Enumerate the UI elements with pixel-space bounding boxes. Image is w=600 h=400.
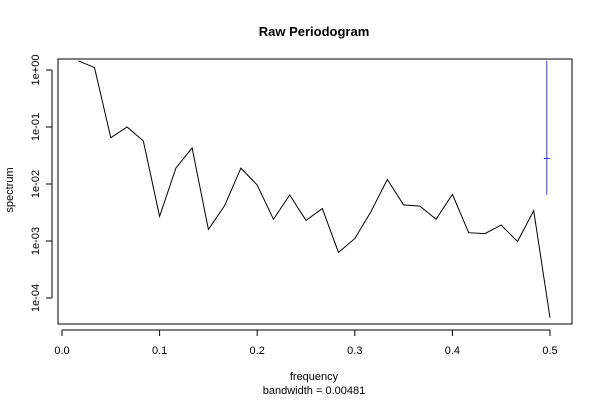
y-tick-label: 1e-02 — [30, 170, 42, 198]
plot-frame — [57, 58, 573, 325]
x-tick-label: 0.4 — [445, 345, 460, 357]
y-tick-label: 1e-04 — [30, 284, 42, 312]
x-tick-label: 0.1 — [152, 345, 167, 357]
x-tick-label: 0.0 — [54, 345, 69, 357]
bandwidth-subtitle: bandwidth = 0.00481 — [263, 385, 365, 397]
y-axis-label: spectrum — [4, 167, 16, 212]
x-axis: 0.0 0.1 0.2 0.3 0.4 0.5 — [54, 329, 558, 357]
confidence-interval-bar — [543, 60, 550, 195]
x-tick-label: 0.3 — [347, 345, 362, 357]
x-axis-label: frequency — [290, 371, 339, 383]
y-tick-label: 1e+00 — [30, 55, 42, 86]
y-tick-label: 1e-03 — [30, 227, 42, 255]
spectrum-line — [78, 60, 551, 318]
y-axis: 1e-04 1e-03 1e-02 1e-01 1e+00 — [30, 55, 53, 312]
chart-title: Raw Periodogram — [259, 24, 370, 39]
x-tick-label: 0.2 — [250, 345, 265, 357]
x-tick-label: 0.5 — [542, 345, 557, 357]
y-tick-label: 1e-01 — [30, 113, 42, 141]
